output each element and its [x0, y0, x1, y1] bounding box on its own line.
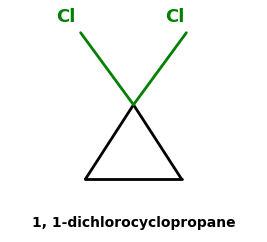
Text: Cl: Cl: [57, 8, 76, 26]
Text: 1, 1-dichlorocyclopropane: 1, 1-dichlorocyclopropane: [32, 216, 235, 230]
Text: Cl: Cl: [165, 8, 184, 26]
